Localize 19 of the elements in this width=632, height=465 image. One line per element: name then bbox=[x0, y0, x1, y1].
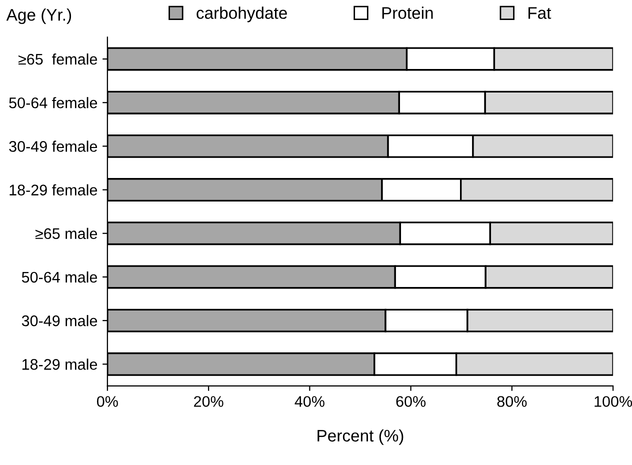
y-tick-label: 50-64 male bbox=[22, 271, 98, 283]
x-tick-label: 0% bbox=[96, 396, 118, 407]
x-tick-label: 80% bbox=[497, 396, 527, 407]
y-tick-label: 50-64 female bbox=[9, 97, 98, 108]
x-tick-label: 20% bbox=[194, 396, 224, 407]
legend-label: carbohydate bbox=[196, 6, 287, 22]
x-tick-label: 60% bbox=[396, 396, 426, 407]
y-tick-label: 30-49 male bbox=[22, 315, 98, 326]
y-tick-label: 30-49 female bbox=[9, 140, 98, 152]
legend-label: Protein bbox=[382, 6, 433, 19]
y-tick-label: 18-29 male bbox=[22, 358, 98, 370]
y-tick-label: ≥65 female bbox=[18, 53, 98, 65]
y-axis-title: Age (Yr.) bbox=[6, 8, 72, 24]
x-tick-label: 40% bbox=[294, 396, 324, 407]
y-tick-label: ≥65 male bbox=[35, 228, 98, 240]
x-axis-title: Percent (%) bbox=[318, 429, 404, 445]
x-tick-label: 100% bbox=[594, 396, 632, 407]
legend-label: Fat bbox=[528, 7, 552, 19]
y-tick-label: 18-29 female bbox=[10, 184, 98, 196]
